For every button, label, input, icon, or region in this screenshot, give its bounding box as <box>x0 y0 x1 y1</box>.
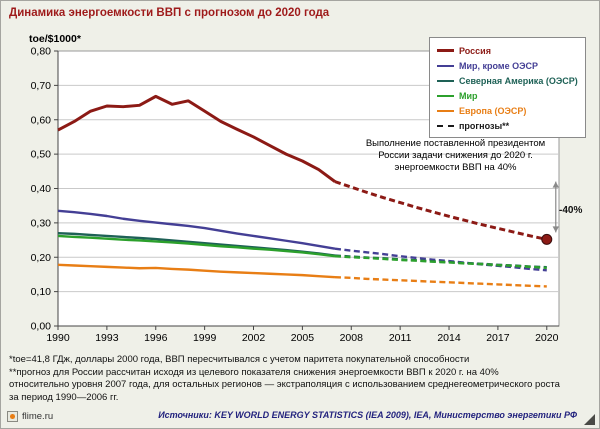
x-tick-label: 2002 <box>242 332 266 344</box>
source-line: Источники: KEY WORLD ENERGY STATISTICS (… <box>158 410 577 420</box>
x-tick-label: 2011 <box>389 332 412 344</box>
x-tick-label: 2008 <box>340 332 364 344</box>
legend-item-label: Европа (ОЭСР) <box>459 105 527 116</box>
watermark-link[interactable]: flime.ru <box>7 411 53 422</box>
y-tick-label: 0,40 <box>31 183 52 195</box>
russia-end-marker <box>541 233 553 245</box>
x-tick-label: 1993 <box>95 332 119 344</box>
y-tick-label: 0,70 <box>31 80 52 92</box>
footnotes: *toe=41,8 ГДж, доллары 2000 года, ВВП пе… <box>9 354 595 404</box>
legend-line-swatch <box>437 79 454 82</box>
legend: Россия Мир, кроме ОЭСР Северная Америка (О… <box>429 37 586 138</box>
drop-arrow-head-top <box>552 181 559 188</box>
legend-line-swatch <box>437 109 454 112</box>
russia-forecast-line <box>334 180 548 241</box>
site-favicon-icon <box>7 411 18 422</box>
x-tick-label: 2005 <box>291 332 315 344</box>
y-axis-unit-label: toe/$1000* <box>29 33 82 45</box>
footnote-line: за период 1990—2006 гг. <box>9 391 119 403</box>
x-tick-label: 1999 <box>193 332 217 344</box>
legend-item: Мир <box>437 88 578 103</box>
y-tick-label: 0,60 <box>31 114 52 126</box>
x-tick-label: 2014 <box>437 332 461 344</box>
legend-line-swatch <box>437 64 454 67</box>
legend-item-label: Россия <box>459 45 491 56</box>
footnote-line: относительно уровня 2007 года, для остал… <box>9 379 560 391</box>
x-tick-label: 2017 <box>486 332 510 344</box>
legend-item: Европа (ОЭСР) <box>437 103 578 118</box>
legend-item-label: прогнозы** <box>459 120 510 131</box>
legend-item: Северная Америка (ОЭСР) <box>437 73 578 88</box>
y-tick-label: 0,00 <box>31 321 52 333</box>
europe-oecd-line <box>57 263 336 279</box>
footnote-line: **прогноз для России рассчитан исходя из… <box>9 366 499 378</box>
legend-item-label: Мир <box>459 90 478 101</box>
legend-line-swatch <box>437 124 454 127</box>
y-tick-label: 0,50 <box>31 149 52 161</box>
legend-item: Россия <box>437 43 578 58</box>
y-tick-label: 0,10 <box>31 286 52 298</box>
x-tick-label: 2020 <box>535 332 559 344</box>
legend-item-label: Мир, кроме ОЭСР <box>459 60 538 71</box>
x-tick-label: 1996 <box>144 332 168 344</box>
y-tick-label: 0,20 <box>31 252 52 264</box>
russia-line <box>57 94 336 183</box>
legend-item: Мир, кроме ОЭСР <box>437 58 578 73</box>
y-tick-label: 0,30 <box>31 217 52 229</box>
legend-line-swatch <box>437 49 454 52</box>
drop-percent-label: -40% <box>559 205 583 216</box>
target-annotation: Выполнение поставленной президентом Росс… <box>365 138 546 173</box>
world-ex-oecd-forecast-line <box>334 247 547 272</box>
world-line <box>57 234 336 258</box>
drop-arrow-head-bottom <box>552 226 559 233</box>
footnote-line: *toe=41,8 ГДж, доллары 2000 года, ВВП пе… <box>9 354 470 365</box>
europe-oecd-forecast-line <box>334 275 547 288</box>
legend-item: прогнозы** <box>437 118 578 133</box>
resize-corner-icon[interactable] <box>584 414 595 425</box>
legend-line-swatch <box>437 94 454 97</box>
legend-item-label: Северная Америка (ОЭСР) <box>459 75 578 86</box>
world-forecast-line <box>334 255 547 270</box>
world-ex-oecd-line <box>57 209 336 250</box>
watermark-label: flime.ru <box>22 411 54 422</box>
y-tick-label: 0,80 <box>31 46 52 58</box>
chart-title: Динамика энергоемкости ВВП с прогнозом д… <box>9 7 330 19</box>
x-tick-label: 1990 <box>46 332 70 344</box>
